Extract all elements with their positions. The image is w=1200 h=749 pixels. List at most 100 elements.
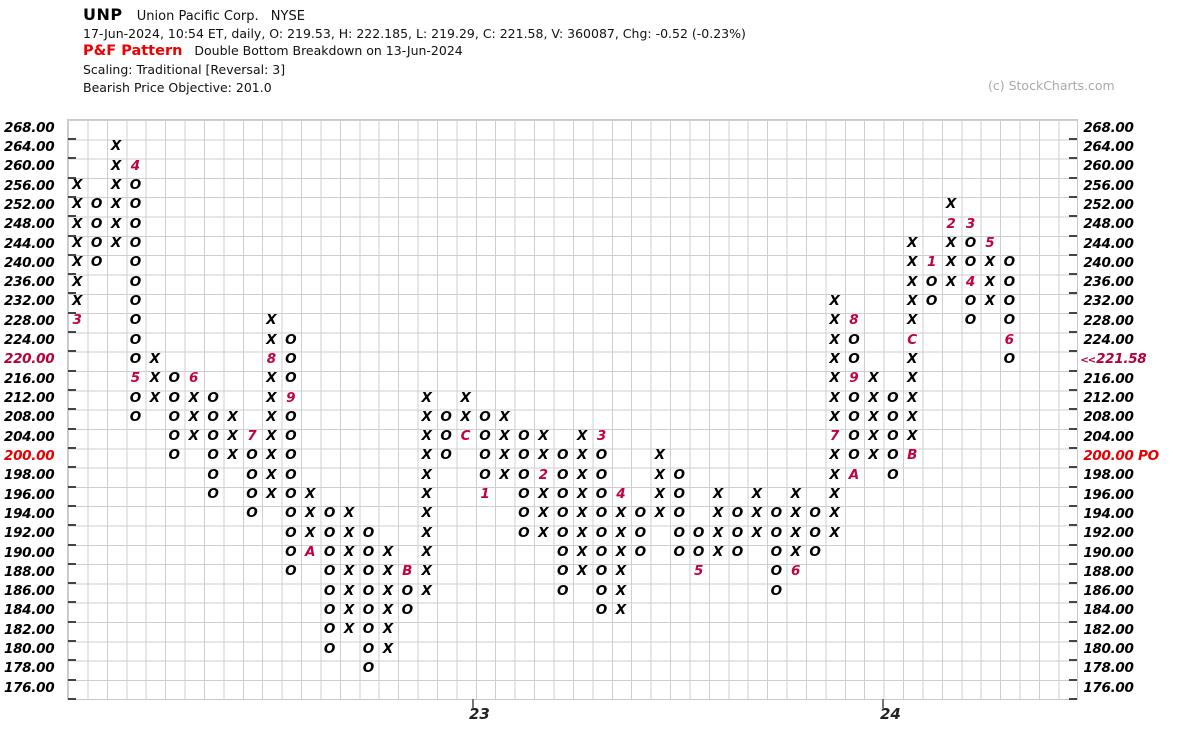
pnf-month-marker: 4 [130,157,141,174]
pnf-box-x: X [945,273,957,290]
pnf-box-x: X [868,389,879,406]
pnf-box-o: O [809,524,821,541]
price-label-right: 264.00 [1083,139,1134,155]
pnf-box-o: O [634,544,647,560]
pnf-box-o: O [634,505,647,522]
pnf-box-o: O [323,621,336,638]
pnf-box-o: O [207,408,219,425]
pnf-box-x: X [654,466,665,483]
price-label-right: 178.00 [1083,660,1134,677]
pnf-box-x: X [712,524,724,541]
pnf-box-o: O [168,408,181,425]
pnf-box-x: X [907,408,918,425]
left-row-tick [67,195,76,198]
pnf-box-o: O [556,466,569,483]
pnf-box-o: O [323,505,336,522]
pnf-month-marker: 6 [189,370,199,387]
pnf-box-x: X [790,524,801,541]
price-label-left: 196.00 [4,486,55,503]
price-label-right: 204.00 [1083,428,1134,445]
price-label-left: 180.00 [4,641,55,658]
pnf-box-x: X [110,215,122,232]
pnf-month-marker: C [460,428,471,445]
pnf-box-x: X [829,524,840,541]
pnf-month-marker: 3 [965,215,976,232]
pnf-month-marker: B [907,447,918,464]
pnf-box-x: X [71,177,83,194]
price-label-left: 184.00 [4,602,55,619]
pnf-month-marker: 8 [849,312,859,329]
pnf-box-o: O [362,563,375,580]
pnf-box-x: X [266,312,277,329]
left-row-tick [67,485,76,488]
exchange-name: NYSE [270,9,305,24]
pnf-box-x: X [227,408,238,425]
pnf-box-x: X [868,428,879,445]
price-label-left: 208.00 [4,409,55,426]
pnf-box-x: X [382,582,394,599]
right-row-tick [1069,446,1078,449]
price-label-right: 186.00 [1083,583,1134,600]
pnf-box-x: X [790,544,801,560]
price-label-right: 248.00 [1083,216,1134,233]
pnf-box-o: O [90,215,103,232]
company-name: Union Pacific Corp. [136,9,259,24]
pnf-box-o: O [401,582,414,599]
pnf-box-x: X [421,486,432,503]
pnf-box-o: O [285,428,297,445]
right-row-tick [1069,543,1078,546]
pnf-box-x: X [829,466,840,483]
pnf-box-x: X [576,524,588,541]
pnf-box-x: X [382,640,394,657]
left-row-tick [67,466,76,469]
left-row-tick [67,176,76,179]
pnf-box-x: X [576,466,588,483]
pnf-box-x: X [188,428,199,445]
pnf-box-o: O [285,544,297,560]
price-label-left: 188.00 [4,563,55,580]
pnf-box-o: O [401,601,414,618]
price-label-right: 232.00 [1083,293,1134,310]
right-row-tick [1069,176,1078,179]
price-label-right: 176.00 [1083,679,1134,696]
left-row-tick [67,389,76,392]
pnf-box-x: X [984,292,996,309]
pnf-box-o: O [207,447,219,464]
pnf-box-x: X [382,621,394,638]
pnf-month-marker: 6 [791,563,801,580]
price-label-right: 212.00 [1083,390,1134,407]
price-label-left: 256.00 [4,177,55,194]
pnf-box-o: O [285,466,297,483]
pnf-box-o: O [673,486,685,503]
pnf-box-x: X [907,273,918,290]
pnf-box-x: X [576,563,588,580]
price-label-right: 190.00 [1083,544,1134,561]
pnf-box-x: X [576,486,588,503]
pnf-box-o: O [770,505,783,522]
pnf-box-x: X [343,524,355,541]
right-row-tick [1069,253,1078,256]
pnf-box-x: X [712,544,724,560]
pnf-box-o: O [246,505,258,522]
left-row-tick [67,543,76,546]
price-label-left: 252.00 [4,196,55,213]
price-label-right: 268.00 [1083,119,1134,136]
pnf-box-o: O [285,350,297,367]
pnf-box-x: X [615,505,627,522]
stockcharts-credit: (c) StockCharts.com [988,78,1115,93]
pnf-box-x: X [421,505,432,522]
pnf-box-o: O [285,370,297,387]
pnf-box-x: X [382,601,394,618]
pnf-box-x: X [499,428,510,445]
right-row-tick [1069,273,1078,276]
pnf-box-x: X [421,563,432,580]
pnf-box-o: O [848,447,860,464]
price-objective-line: Bearish Price Objective: 201.0 [83,80,272,95]
pnf-box-x: X [829,331,840,348]
right-row-tick [1069,485,1078,488]
pnf-box-o: O [731,524,744,541]
pnf-box-o: O [362,659,375,676]
pnf-box-o: O [1003,350,1016,367]
pnf-box-x: X [868,408,879,425]
